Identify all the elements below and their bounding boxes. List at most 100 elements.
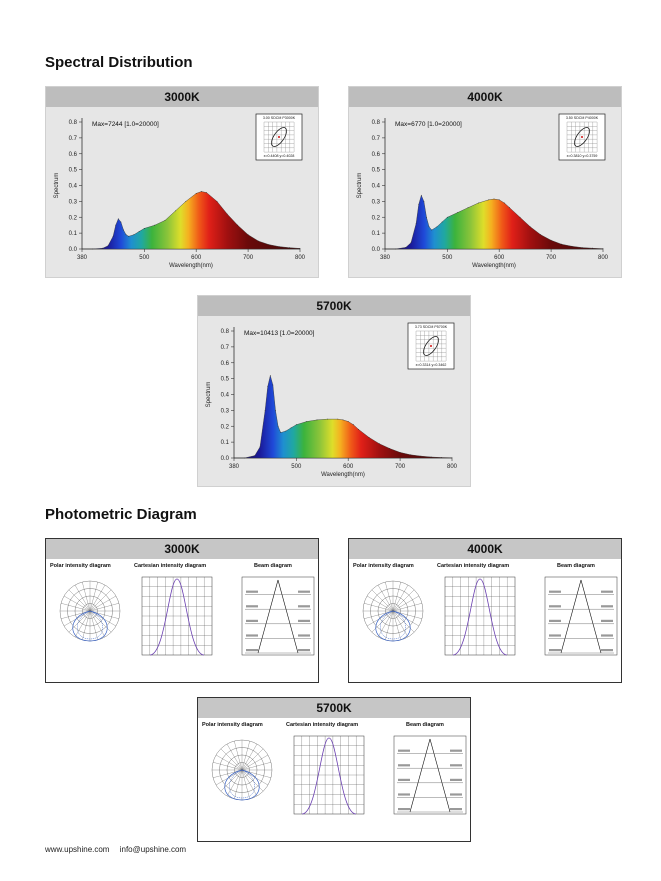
polar-curve — [375, 610, 411, 642]
spectrum-point — [138, 231, 140, 232]
photometric-card-5700k: 5700K Polar intensity diagram Cartesian … — [197, 697, 471, 842]
photometric-card-title: 3000K — [46, 539, 318, 559]
beam-value-placeholder — [601, 605, 613, 608]
spectrum-point — [426, 216, 427, 218]
chromaticity-inset: 3.50 SDCM P4000K x=0.3810 y=0.3759 — [558, 113, 606, 161]
spectrum-point — [259, 446, 261, 448]
spectrum-point — [128, 235, 130, 237]
beam-edge-left — [409, 738, 431, 813]
spectrum-point — [353, 424, 354, 426]
spectrum-point — [125, 234, 127, 236]
spectrum-point — [267, 386, 269, 387]
spectrum-point — [441, 457, 442, 458]
y-tick-label: 0.3 — [221, 408, 230, 414]
spectrum-point — [327, 418, 328, 420]
cartesian-diagram-title: Cartesian intensity diagram — [134, 563, 207, 569]
spectrum-point — [431, 229, 433, 231]
y-tick-label: 0.8 — [221, 329, 230, 335]
spectrum-point — [280, 432, 282, 433]
y-tick-label: 0.4 — [69, 184, 78, 190]
spectrum-point — [498, 199, 500, 201]
polar-curve-c90 — [229, 769, 255, 799]
spectrum-point — [102, 247, 104, 249]
x-tick-label: 800 — [598, 255, 609, 261]
y-axis-label: Spectrum — [54, 173, 60, 199]
inset-coords: x=0.4408 y=0.4028 — [264, 154, 295, 158]
beam-diagram — [544, 576, 618, 656]
footer-website-link[interactable]: www.upshine.com — [45, 845, 110, 854]
x-tick-label: 500 — [291, 464, 302, 470]
x-tick-label: 800 — [295, 255, 306, 261]
y-tick-label: 0.1 — [69, 231, 78, 237]
spectrum-point — [420, 455, 422, 457]
spectrum-point — [216, 201, 218, 202]
cartesian-diagram — [444, 576, 516, 656]
spectrum-point — [571, 245, 573, 247]
spectrum-point — [185, 201, 187, 202]
polar-diagram-title: Polar intensity diagram — [202, 722, 263, 728]
spectrum-point — [117, 218, 119, 220]
x-tick-label: 700 — [546, 255, 557, 261]
beam-value-placeholder — [601, 634, 613, 637]
x-tick-label: 500 — [442, 255, 453, 261]
cartesian-curve — [301, 737, 357, 815]
beam-value-placeholder — [398, 778, 410, 781]
cartesian-curve — [452, 578, 508, 656]
cartesian-diagram-title: Cartesian intensity diagram — [286, 722, 359, 728]
beam-value-placeholder — [601, 590, 613, 593]
beam-value-placeholder — [398, 793, 410, 796]
spectrum-chart: 0.0 0.1 0.2 0.3 0.4 0.5 0.6 0.7 0.8 380 500 600 700 8… — [206, 322, 458, 478]
beam-value-placeholder — [298, 634, 310, 637]
macadam-ellipse — [574, 127, 590, 147]
x-tick-label: 600 — [191, 255, 202, 261]
spectrum-point — [254, 455, 256, 456]
beam-value-placeholder — [601, 649, 613, 652]
beam-edge-right — [429, 738, 451, 813]
spectrum-area — [82, 191, 301, 250]
beam-value-placeholder — [549, 634, 561, 637]
macadam-ellipse — [271, 127, 287, 147]
spectrum-point — [415, 223, 417, 224]
beam-frame — [241, 576, 315, 656]
spectrum-point — [493, 198, 495, 200]
spectrum-point — [423, 201, 425, 202]
spectrum-chart: 0.0 0.1 0.2 0.3 0.4 0.5 0.6 0.7 0.8 380 500 600 700 8… — [357, 113, 609, 269]
spectrum-point — [420, 194, 422, 196]
spectrum-point — [272, 384, 274, 386]
y-tick-label: 0.0 — [221, 456, 230, 462]
footer-email-link[interactable]: info@upshine.com — [119, 845, 187, 854]
y-tick-label: 0.6 — [372, 152, 381, 158]
beam-value-placeholder — [298, 649, 310, 652]
spectrum-point — [107, 245, 109, 247]
spectrum-point — [488, 199, 490, 201]
spectrum-point — [290, 427, 292, 429]
spectrum-point — [478, 202, 479, 204]
spectral-card-3000k: 3000K 0.0 0.1 0.2 0.3 0.4 0.5 0.6 0.7 0.8 380 500 6… — [45, 86, 319, 278]
beam-value-placeholder — [246, 649, 258, 652]
macadam-ellipse — [423, 336, 439, 356]
beam-diagram-title: Beam diagram — [254, 563, 292, 569]
spectrum-point — [264, 410, 266, 411]
beam-value-placeholder — [549, 590, 561, 593]
spectrum-point — [285, 430, 287, 432]
beam-value-placeholder — [398, 808, 410, 811]
beam-diagram — [393, 735, 467, 815]
spectrum-point — [123, 229, 124, 231]
inset-title: 3.50 SDCM P4000K — [566, 116, 599, 120]
y-tick-label: 0.6 — [69, 152, 78, 158]
spectrum-point — [299, 248, 301, 249]
spectrum-point — [316, 419, 318, 421]
spectrum-point — [592, 247, 593, 249]
spectrum-point — [418, 204, 420, 205]
spectrum-point — [337, 418, 339, 420]
x-axis-label: Wavelength(nm) — [169, 263, 213, 269]
x-tick-label: 380 — [77, 255, 88, 261]
spectrum-point — [384, 248, 386, 250]
spectrum-point — [529, 226, 531, 228]
photometric-diagram-heading: Photometric Diagram — [45, 506, 197, 523]
beam-edge-right — [277, 579, 299, 654]
spectrum-point — [244, 457, 245, 459]
y-tick-label: 0.1 — [221, 440, 230, 446]
beam-edge-left — [257, 579, 279, 654]
spectrum-point — [519, 216, 521, 218]
